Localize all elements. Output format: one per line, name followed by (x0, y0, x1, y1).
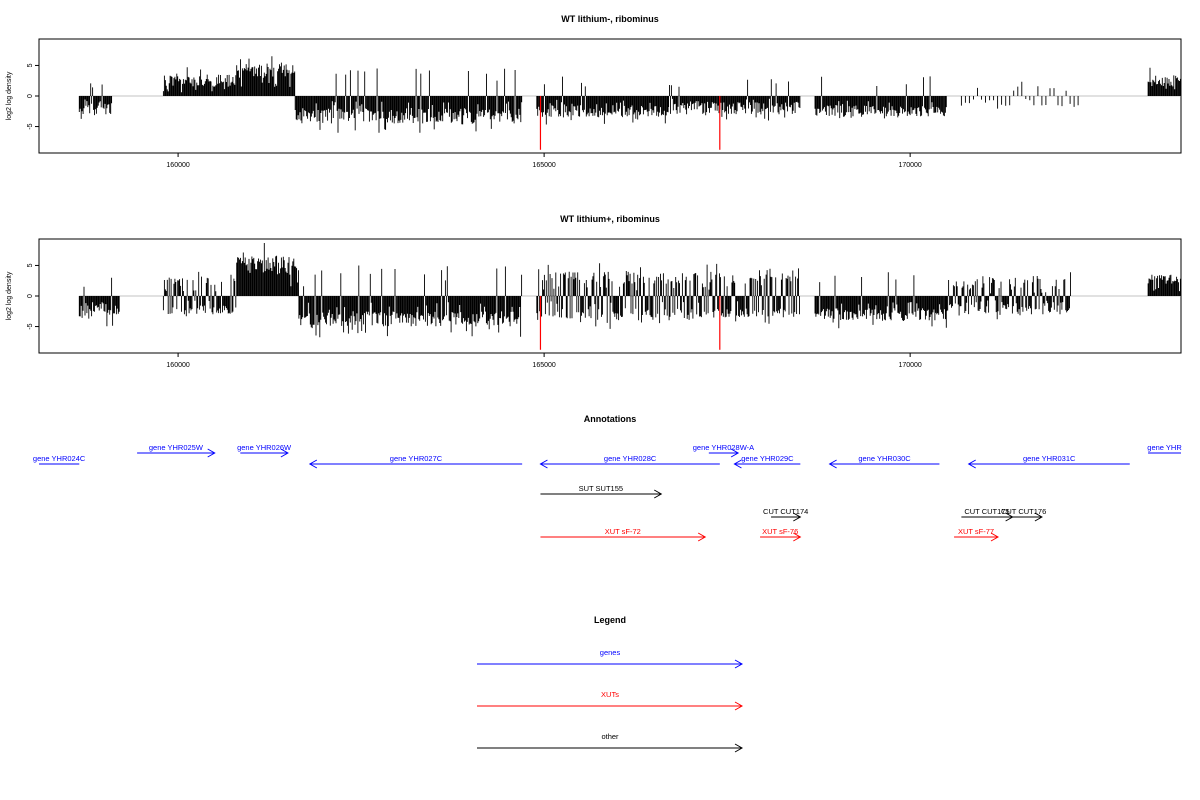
panel-1-bar-segment (536, 76, 669, 125)
gene-tracks: gene YHR024C gene YHR025W gene YHR026W gene… (33, 443, 1182, 469)
other-track-label: CUT CUT174 (763, 507, 808, 516)
panel-1-bars (78, 56, 1181, 133)
xut-track-label: XUT sF-72 (605, 527, 641, 536)
panel-2-title: WT lithium+, ribominus (560, 214, 660, 224)
legend-title: Legend (594, 615, 626, 625)
panel-1-title: WT lithium-, ribominus (561, 14, 659, 24)
panel-2-bars (78, 243, 1181, 338)
panel-2-ytick-label: 0 (27, 294, 34, 298)
panel-2-markers (539, 296, 721, 350)
gene-track-arrowhead (539, 459, 548, 469)
panel-2-yaxis: -5 0 5 (27, 263, 39, 330)
legend-XUTs-label: XUTs (601, 690, 619, 699)
panel-2-xtick-label: 160000 (166, 362, 189, 369)
gene-track-label: gene YHR031C (1023, 454, 1076, 463)
xut-tracks: XUT sF-72 XUT sF-76 XUT sF-77 (540, 527, 999, 542)
gene-track-arrowhead (828, 459, 837, 469)
xut-track-label: XUT sF-76 (762, 527, 798, 536)
panel-1-bar-segment (294, 68, 523, 133)
panel-1-bar-segment (1147, 67, 1181, 96)
panel-1-bar-segment (814, 76, 947, 119)
panel-2-bar-segment (298, 265, 523, 338)
gene-track-label: gene YHR028W-A (693, 443, 754, 452)
panel-1-markers (539, 96, 721, 150)
panel-2-bar-segment (536, 263, 728, 329)
gene-track-label: gene YHR025W (149, 443, 204, 452)
panel-1-bar-segment (78, 83, 113, 119)
xut-track-label: XUT sF-77 (958, 527, 994, 536)
panel-1-ylabel: log2 log density (6, 71, 13, 120)
panel-1-bar-segment (960, 81, 1079, 109)
panel-1-xaxis: 160000 165000 170000 (166, 153, 922, 169)
panel-1-xtick-label: 165000 (532, 162, 555, 169)
panel-1-ytick-label: 5 (27, 63, 34, 67)
panel-2-bar-segment (814, 272, 947, 329)
xut-track-arrowhead (990, 532, 999, 542)
panel-2-ytick-label: -5 (27, 323, 34, 329)
panel-2-xtick-label: 170000 (898, 362, 921, 369)
legend-XUTs-arrowhead (734, 701, 744, 711)
panel-1-xtick-label: 170000 (898, 162, 921, 169)
other-track-arrowhead (793, 512, 802, 522)
other-track-arrowhead (1034, 512, 1043, 522)
gene-track-label: gene YHR028C (604, 454, 657, 463)
gene-track-label: gene YHR027C (390, 454, 443, 463)
panel-2-bar-segment (726, 268, 800, 324)
panel-2-bar-segment (162, 271, 237, 317)
gene-track-label: gene YHR026W (237, 443, 292, 452)
panel-2-ytick-label: 5 (27, 263, 34, 267)
panel-2-bar-segment (78, 277, 120, 327)
legend-genes-arrowhead (734, 659, 744, 669)
panel-1-bar-segment (236, 56, 296, 96)
panel-2: WT lithium+, ribominus log2 log density … (6, 214, 1182, 369)
other-track-arrowhead (653, 489, 663, 499)
panel-2-bar-segment (1147, 274, 1181, 296)
gene-track-arrowhead (308, 459, 318, 469)
annotations-title: Annotations (584, 414, 637, 424)
panel-1-ytick-label: 0 (27, 94, 34, 98)
panel-1-bar-segment (162, 67, 237, 96)
panel-2-xaxis: 160000 165000 170000 (166, 353, 922, 369)
legend: Legend genes XUTs other (477, 615, 744, 753)
legend-genes-label: genes (600, 648, 621, 657)
legend-other-arrowhead (734, 743, 744, 753)
panel-1-xtick-label: 160000 (166, 162, 189, 169)
panel-2-xtick-label: 165000 (532, 362, 555, 369)
panel-2-bar-segment (946, 272, 1071, 320)
panel-1-bar-segment (668, 79, 801, 121)
gene-track-label: gene YHR024C (33, 454, 86, 463)
panel-1: WT lithium-, ribominus log2 log density … (6, 14, 1182, 169)
legend-items: genes XUTs other (477, 648, 744, 753)
gene-track-arrowhead (207, 448, 216, 458)
xut-track-arrowhead (793, 532, 802, 542)
panel-2-ylabel: log2 log density (6, 271, 13, 320)
xut-track-arrowhead (697, 532, 707, 542)
gene-track-label: gene YHR (1147, 443, 1182, 452)
gene-track-arrowhead (967, 459, 976, 469)
legend-other-label: other (601, 732, 619, 741)
other-track-label: CUT CUT176 (1001, 507, 1046, 516)
gene-track-arrowhead (733, 459, 742, 469)
other-track-label: SUT SUT155 (579, 484, 623, 493)
panel-1-yaxis: -5 0 5 (27, 63, 39, 130)
gene-track-arrowhead (730, 448, 740, 458)
gene-track-label: gene YHR030C (858, 454, 911, 463)
other-track-label: CUT CUT175 (964, 507, 1009, 516)
gene-track-arrowhead (280, 448, 289, 458)
panel-2-bar-segment (236, 243, 299, 296)
gene-track-label: gene YHR029C (741, 454, 794, 463)
panel-1-ytick-label: -5 (27, 123, 34, 129)
